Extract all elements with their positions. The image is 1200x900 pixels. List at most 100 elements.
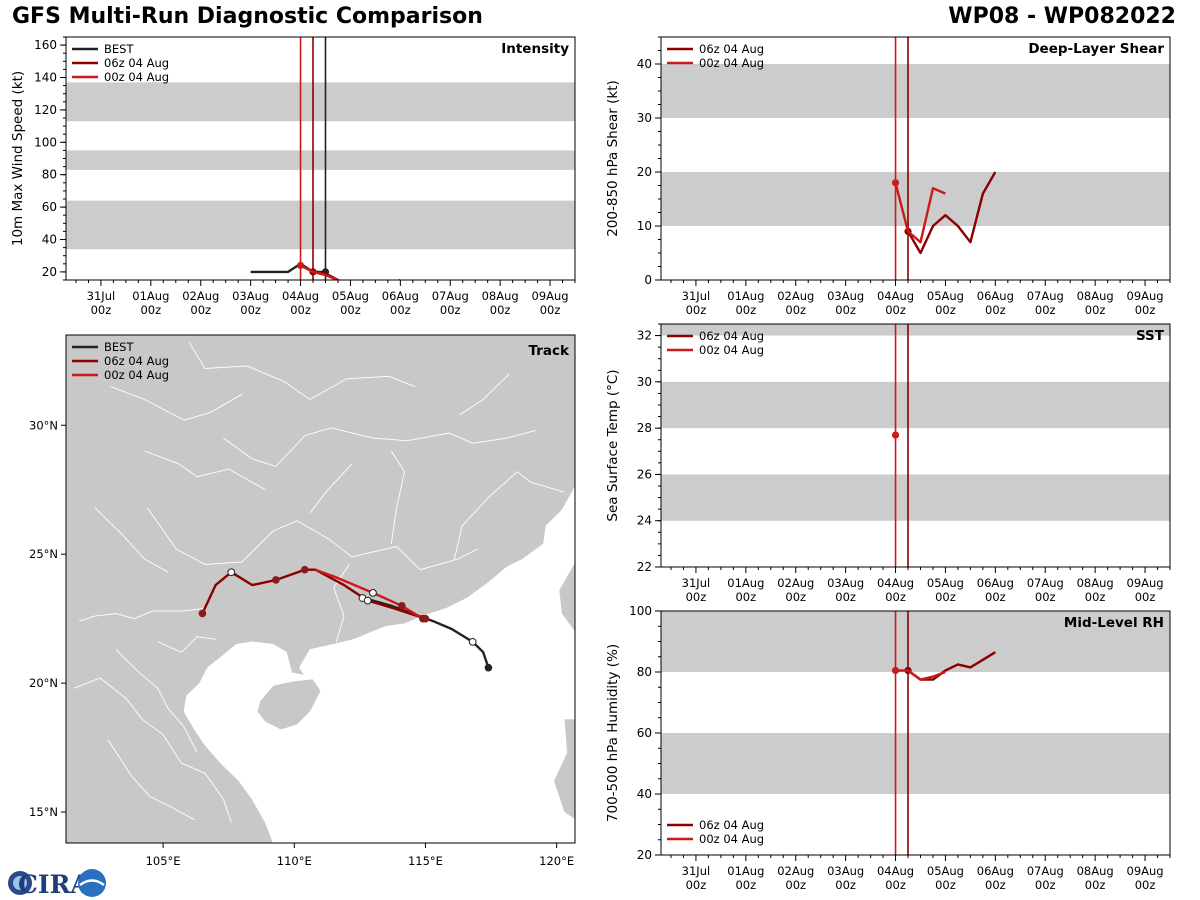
track-point-run06: [272, 576, 280, 584]
sst-band: [661, 324, 1170, 336]
lat-tick-label: 30°N: [29, 418, 58, 432]
rh-legend-label: 06z 04 Aug: [699, 818, 764, 832]
intensity-legend-label: 06z 04 Aug: [104, 56, 169, 70]
rh-series-run00: [895, 669, 946, 681]
tick-label-line: 04Aug: [877, 289, 914, 303]
tick-label-line: 00z: [1035, 878, 1056, 892]
tick-label-line: 00z: [190, 303, 211, 317]
tick-label-line: 07Aug: [1027, 289, 1064, 303]
intensity-band: [66, 82, 575, 122]
sst-title: SST: [1136, 328, 1165, 344]
lon-tick-label: 115°E: [408, 854, 443, 868]
rh-x-tick-label: 01Aug 00z: [727, 864, 764, 892]
sst-x-tick-label: 09Aug 00z: [1127, 576, 1164, 604]
tick-label-line: 08Aug: [482, 289, 519, 303]
sst-band: [661, 474, 1170, 521]
admin-border: [453, 471, 565, 560]
tick-label-line: 00z: [140, 303, 161, 317]
tick-label-line: 31Jul: [682, 864, 711, 878]
tick-label-line: 00z: [985, 303, 1006, 317]
rh-title: Mid-Level RH: [1064, 615, 1164, 631]
rh-point-run00: [891, 666, 900, 675]
track-point-run06: [198, 609, 207, 618]
rh-x-tick-label: 03Aug 00z: [827, 864, 864, 892]
tick-label-line: 00z: [935, 590, 956, 604]
tick-label-line: 09Aug: [532, 289, 569, 303]
intensity-y-tick-label: 120: [34, 103, 57, 117]
tick-label-line: 00z: [686, 878, 707, 892]
tick-label-line: 03Aug: [827, 576, 864, 590]
cira-logo-globe-inner: [13, 876, 27, 890]
luzon-island: [554, 719, 575, 819]
track-point-open-best: [468, 637, 477, 646]
storm-id-title: WP08 - WP082022: [948, 4, 1176, 29]
track-point-run06: [300, 565, 309, 574]
rh-y-tick-label: 100: [629, 604, 652, 618]
shear-band: [661, 172, 1170, 226]
rh-x-tick-label: 09Aug 00z: [1127, 864, 1164, 892]
intensity-y-tick-label: 20: [42, 265, 57, 279]
tick-label-line: 00z: [340, 303, 361, 317]
rh-x-tick-label: 31Jul 00z: [682, 864, 711, 892]
shear-x-tick-label: 01Aug 00z: [727, 289, 764, 317]
rh-x-tick-label: 06Aug 00z: [977, 864, 1014, 892]
track-map: [66, 335, 575, 843]
shear-series-run06: [906, 171, 997, 255]
admin-border: [188, 342, 416, 401]
rh-y-tick-label: 20: [637, 848, 652, 862]
taiwan-island: [559, 563, 575, 632]
tick-label-line: 00z: [290, 303, 311, 317]
lat-tick-label: 15°N: [29, 805, 58, 819]
intensity-y-tick-label: 160: [34, 38, 57, 52]
intensity-x-tick-label: 01Aug 00z: [132, 289, 169, 317]
tick-label-line: 07Aug: [1027, 576, 1064, 590]
admin-border: [309, 463, 353, 514]
tick-label-line: 00z: [985, 590, 1006, 604]
intensity-y-tick-label: 140: [34, 71, 57, 85]
rh-legend-label: 00z 04 Aug: [699, 832, 764, 846]
admin-border: [223, 427, 536, 468]
rh-x-tick-label: 07Aug 00z: [1027, 864, 1064, 892]
shear-series-run00: [894, 182, 946, 244]
track-frame: [65, 334, 576, 844]
admin-border: [333, 564, 350, 643]
sst-y-tick-label: 26: [637, 467, 652, 481]
tick-label-line: 00z: [686, 303, 707, 317]
admin-border: [144, 450, 266, 491]
sst-x-tick-label: 31Jul 00z: [682, 576, 711, 604]
shear-legend-label: 06z 04 Aug: [699, 42, 764, 56]
admin-border: [73, 677, 232, 823]
tick-label-line: 01Aug: [727, 576, 764, 590]
tick-label-line: 00z: [785, 878, 806, 892]
rh-x-tick-label: 04Aug 00z: [877, 864, 914, 892]
tick-label-line: 05Aug: [927, 864, 964, 878]
tick-label-line: 00z: [735, 590, 756, 604]
admin-border: [459, 373, 510, 416]
shear-y-axis-label: 200-850 hPa Shear (kt): [605, 80, 621, 237]
intensity-y-tick-label: 60: [42, 200, 57, 214]
tick-label-line: 03Aug: [232, 289, 269, 303]
intensity-point-run00: [296, 261, 305, 270]
tick-label-line: 03Aug: [827, 289, 864, 303]
track-point-open-run06: [227, 568, 236, 577]
intensity-legend-label: 00z 04 Aug: [104, 70, 169, 84]
shear-y-tick-label: 10: [637, 219, 652, 233]
tick-label-line: 00z: [91, 303, 112, 317]
tick-label-line: 05Aug: [927, 576, 964, 590]
intensity-x-tick-label: 09Aug 00z: [532, 289, 569, 317]
sst-y-tick-label: 30: [637, 375, 652, 389]
intensity-band: [66, 150, 575, 170]
tick-label-line: 00z: [1035, 590, 1056, 604]
shear-title: Deep-Layer Shear: [1028, 41, 1164, 57]
tick-label-line: 00z: [686, 590, 707, 604]
hainan-island: [257, 679, 321, 730]
lat-tick-label: 20°N: [29, 676, 58, 690]
rh-y-tick-label: 40: [637, 787, 652, 801]
tick-label-line: 31Jul: [87, 289, 116, 303]
tick-label-line: 06Aug: [977, 864, 1014, 878]
sst-band: [661, 381, 1170, 429]
tick-label-line: 00z: [540, 303, 561, 317]
tick-label-line: 00z: [885, 590, 906, 604]
